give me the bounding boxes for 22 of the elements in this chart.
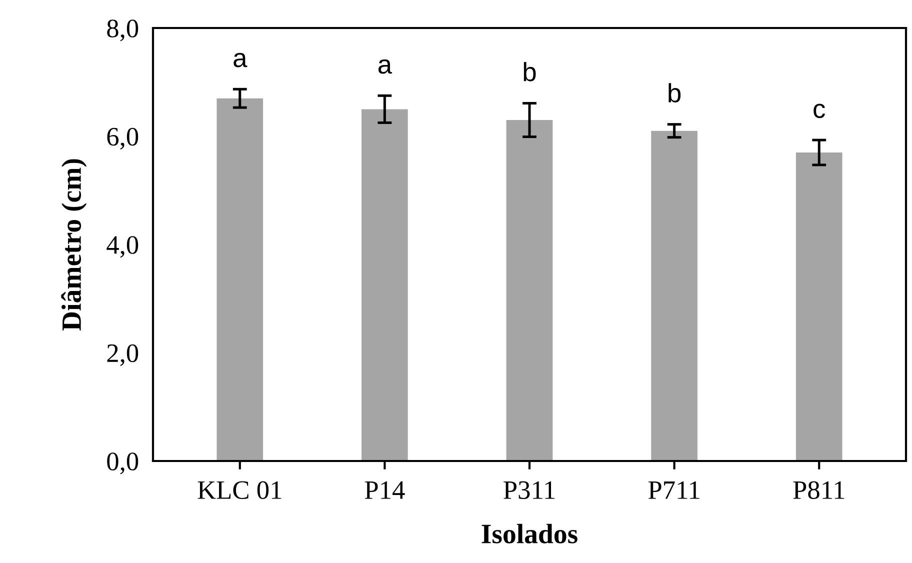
x-tick-label: P811 — [793, 481, 844, 500]
y-tick-label: 0,0 — [107, 452, 138, 474]
bar — [506, 120, 553, 461]
bar — [216, 98, 264, 461]
bar — [796, 152, 842, 461]
x-tick-label: KLC 01 — [198, 481, 282, 500]
annotation: c — [814, 104, 826, 118]
bar — [651, 130, 698, 461]
x-tick-label: P14 — [364, 481, 405, 499]
y-axis-title: Diâmetro (cm) — [61, 159, 87, 331]
annotation: b — [668, 83, 681, 102]
bar — [362, 109, 408, 461]
annotation: a — [234, 52, 248, 68]
x-axis-title: Isolados — [482, 524, 578, 544]
y-tick-label: 2,0 — [107, 344, 138, 366]
y-tick-label: 8,0 — [107, 20, 138, 42]
annotation: a — [378, 59, 392, 74]
x-tick-label: P711 — [648, 481, 700, 499]
annotation: b — [524, 62, 536, 82]
y-tick-label: 6,0 — [107, 128, 138, 150]
y-tick-label: 4,0 — [106, 236, 138, 258]
x-tick-label: P311 — [504, 481, 555, 500]
